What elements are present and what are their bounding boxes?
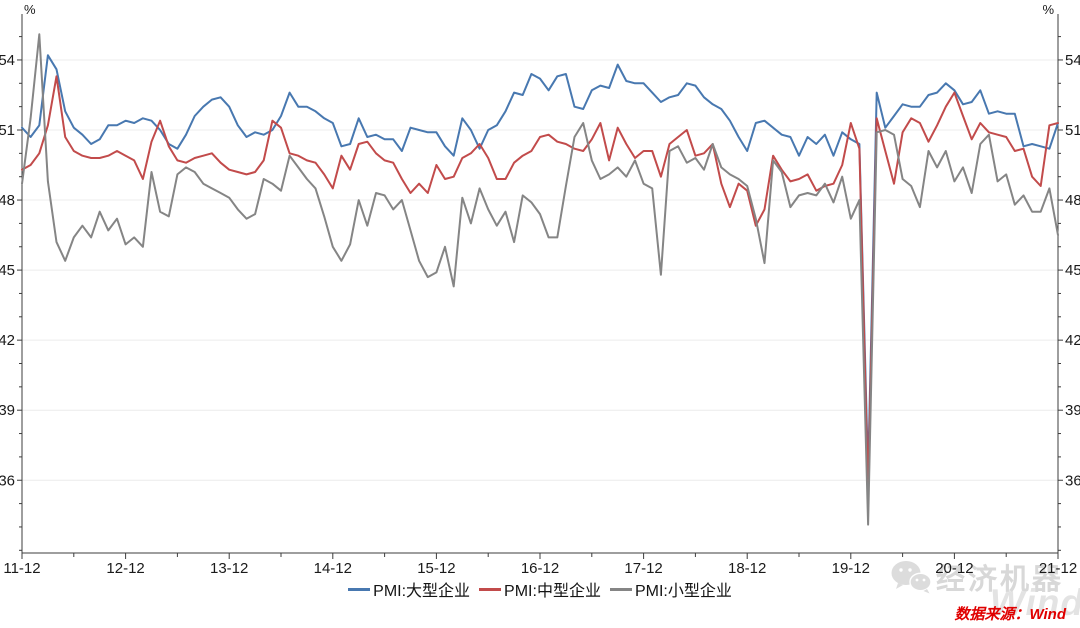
svg-text:51: 51 [1065,122,1080,139]
brand-name-text: 经济机器 [935,564,1064,596]
legend-line-swatch-medium [479,587,502,591]
svg-text:16-12: 16-12 [521,560,559,577]
svg-text:45: 45 [1065,262,1080,279]
legend-item-large[interactable]: PMI:大型企业 [348,577,470,601]
wechat-icon [891,561,932,594]
legend-line-swatch-large [348,587,371,591]
svg-text:36: 36 [1065,472,1080,489]
svg-text:21-12: 21-12 [1039,560,1077,577]
svg-text:54: 54 [0,52,15,69]
svg-text:42: 42 [0,332,15,349]
svg-text:12-12: 12-12 [106,560,144,577]
brand-watermark: 经济机器 [890,556,1064,598]
data-source-note: 数据来源：Wind [954,606,1066,623]
svg-text:15-12: 15-12 [417,560,455,577]
chart-legend: PMI:大型企业 PMI:中型企业 PMI:小型企业 [0,577,1080,601]
svg-text:39: 39 [1065,402,1080,419]
legend-line-swatch-small [609,587,632,591]
svg-text:54: 54 [1065,52,1080,69]
svg-text:11-12: 11-12 [3,560,40,577]
svg-text:36: 36 [0,472,15,489]
legend-item-medium[interactable]: PMI:中型企业 [479,577,601,601]
legend-label-medium: PMI:中型企业 [504,583,601,600]
svg-text:39: 39 [0,402,15,419]
svg-text:45: 45 [0,262,15,279]
legend-item-small[interactable]: PMI:小型企业 [609,577,732,601]
svg-text:13-12: 13-12 [210,560,248,577]
legend-label-large: PMI:大型企业 [373,583,471,600]
svg-text:42: 42 [1065,332,1080,349]
svg-text:17-12: 17-12 [624,560,662,577]
legend-label-small: PMI:小型企业 [634,583,732,600]
y-axis-unit-left: % [24,2,36,17]
svg-text:48: 48 [1065,192,1080,209]
svg-text:51: 51 [0,122,15,139]
svg-text:19-12: 19-12 [832,560,870,577]
svg-text:18-12: 18-12 [728,560,766,577]
wind-watermark: Wind [989,582,1080,623]
svg-text:48: 48 [0,192,15,209]
y-axis-unit-right: % [1042,2,1054,17]
svg-text:14-12: 14-12 [314,560,352,577]
svg-text:20-12: 20-12 [935,560,973,577]
